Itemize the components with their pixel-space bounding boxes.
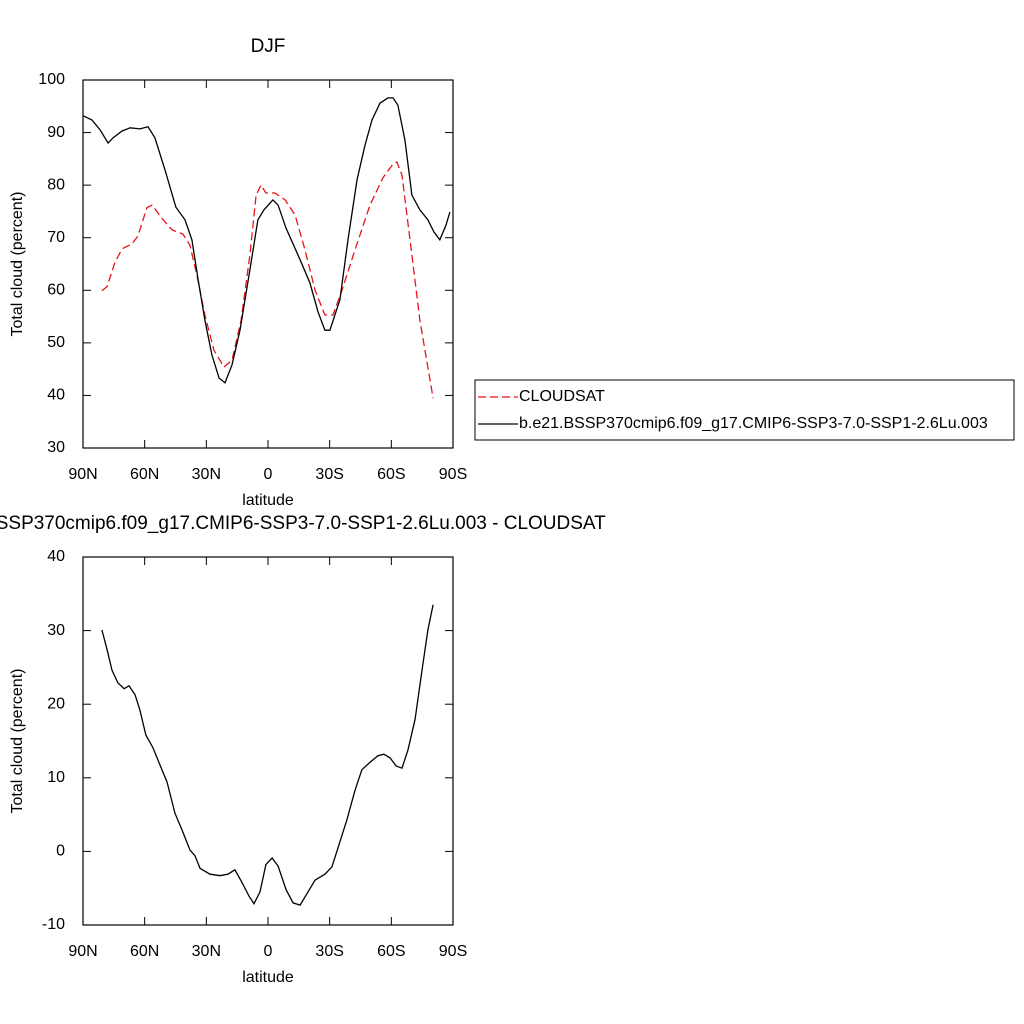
y-tick-label: 10	[47, 769, 65, 786]
y-tick-label: 90	[47, 124, 65, 141]
x-tick-label: 60S	[377, 466, 405, 483]
y-tick-label: 40	[47, 548, 65, 565]
y-tick-label: 20	[47, 695, 65, 712]
x-tick-label: 0	[264, 466, 273, 483]
plot-frame	[82, 79, 454, 449]
x-tick-label: 30N	[192, 466, 221, 483]
x-tick-label: 60N	[130, 943, 159, 960]
y-tick-label: 100	[38, 71, 65, 88]
y-tick-label: 70	[47, 229, 65, 246]
data-line	[101, 161, 434, 399]
x-tick-label: 90N	[68, 466, 97, 483]
x-axis-label: latitude	[242, 969, 294, 986]
y-axis-label: Total cloud (percent)	[9, 669, 26, 814]
y-tick-label: -10	[42, 916, 65, 933]
x-tick-label: 90S	[439, 466, 467, 483]
chart-title: b.e21.BSSP370cmip6.f09_g17.CMIP6-SSP3-7.…	[0, 513, 606, 534]
legend-label: CLOUDSAT	[519, 388, 605, 405]
x-axis-label: latitude	[242, 492, 294, 509]
x-tick-label: 60S	[377, 943, 405, 960]
chart-title: DJF	[251, 36, 286, 57]
y-tick-label: 80	[47, 176, 65, 193]
y-tick-label: 30	[47, 439, 65, 456]
plot-frame	[82, 556, 454, 926]
y-tick-label: 0	[56, 843, 65, 860]
x-tick-label: 60N	[130, 466, 159, 483]
legend-label: b.e21.BSSP370cmip6.f09_g17.CMIP6-SSP3-7.…	[519, 415, 988, 432]
legend-box	[474, 379, 1015, 441]
x-tick-label: 30S	[315, 943, 343, 960]
x-tick-label: 30S	[315, 466, 343, 483]
y-tick-label: 40	[47, 387, 65, 404]
y-axis-label: Total cloud (percent)	[9, 192, 26, 337]
data-line	[101, 604, 434, 906]
x-tick-label: 90N	[68, 943, 97, 960]
data-line	[82, 97, 451, 384]
x-tick-label: 90S	[439, 943, 467, 960]
y-tick-label: 60	[47, 282, 65, 299]
x-tick-label: 0	[264, 943, 273, 960]
y-tick-label: 30	[47, 622, 65, 639]
x-tick-label: 30N	[192, 943, 221, 960]
y-tick-label: 50	[47, 334, 65, 351]
